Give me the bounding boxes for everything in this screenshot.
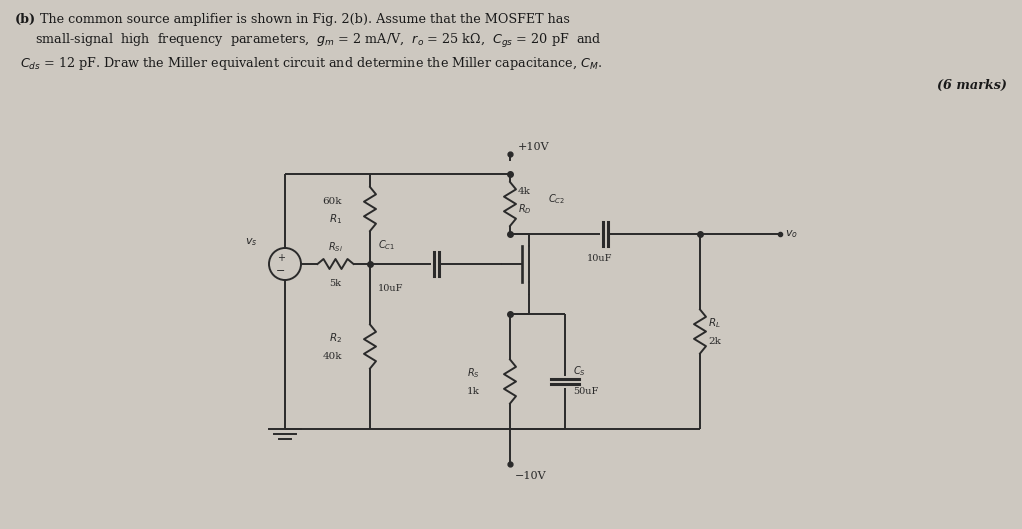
Text: 5k: 5k (329, 279, 341, 288)
Text: $C_S$: $C_S$ (573, 364, 586, 378)
Text: 4k: 4k (518, 187, 530, 196)
Text: 40k: 40k (323, 352, 342, 361)
Text: $C_{ds}$ = 12 pF. Draw the Miller equivalent circuit and determine the Miller ca: $C_{ds}$ = 12 pF. Draw the Miller equiva… (20, 54, 602, 71)
Text: −: − (276, 266, 286, 276)
Text: $C_{C2}$: $C_{C2}$ (548, 192, 565, 206)
Text: 2k: 2k (708, 337, 721, 346)
Text: +10V: +10V (518, 142, 550, 152)
Text: The common source amplifier is shown in Fig. 2(b). Assume that the MOSFET has: The common source amplifier is shown in … (40, 13, 570, 25)
Text: 10uF: 10uF (378, 284, 404, 293)
Text: $v_o$: $v_o$ (785, 228, 798, 240)
Text: $R_D$: $R_D$ (518, 202, 531, 216)
Text: $C_{C1}$: $C_{C1}$ (378, 238, 396, 252)
Text: 10uF: 10uF (588, 254, 613, 263)
Text: small-signal  high  frequency  parameters,  $g_m$ = 2 mA/V,  $r_o$ = 25 kΩ,  $C_: small-signal high frequency parameters, … (35, 32, 602, 50)
Text: (b): (b) (15, 13, 36, 25)
Text: $R_2$: $R_2$ (329, 332, 342, 345)
Text: $v_s$: $v_s$ (244, 236, 257, 248)
Text: $R_1$: $R_1$ (329, 212, 342, 226)
Text: $R_L$: $R_L$ (708, 316, 721, 331)
Text: 50uF: 50uF (573, 387, 598, 396)
Text: $R_S$: $R_S$ (467, 367, 480, 380)
Text: −10V: −10V (515, 471, 547, 481)
Text: 60k: 60k (323, 196, 342, 205)
Text: 1k: 1k (467, 387, 480, 396)
Text: (6 marks): (6 marks) (937, 78, 1007, 92)
Text: $R_{Si}$: $R_{Si}$ (328, 240, 343, 254)
Text: +: + (277, 253, 285, 263)
